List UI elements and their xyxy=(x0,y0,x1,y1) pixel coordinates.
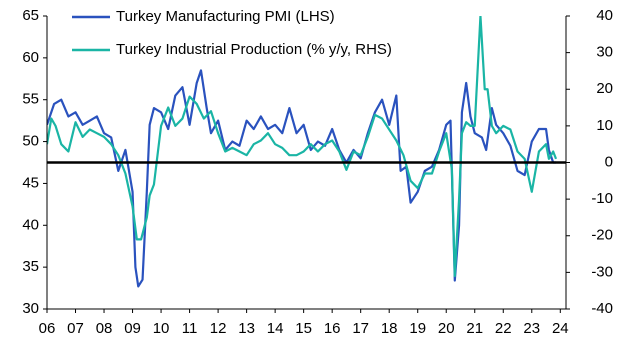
x-tick-label: 12 xyxy=(210,320,227,337)
x-tick-label: 09 xyxy=(124,320,141,337)
x-tick-label: 23 xyxy=(523,320,540,337)
y2-tick-label: 20 xyxy=(596,80,613,97)
y-tick-label: 55 xyxy=(22,91,39,108)
x-tick-label: 13 xyxy=(238,320,255,337)
x-tick-label: 24 xyxy=(552,320,569,337)
y-tick-label: 65 xyxy=(22,7,39,24)
x-tick-label: 06 xyxy=(39,320,56,337)
x-tick-label: 11 xyxy=(182,320,198,337)
y2-tick-label: 30 xyxy=(596,44,613,61)
x-tick-label: 19 xyxy=(409,320,426,337)
x-tick-label: 10 xyxy=(153,320,170,337)
series-line xyxy=(47,16,558,278)
y-tick-label: 45 xyxy=(22,174,39,191)
y-tick-label: 40 xyxy=(22,216,39,233)
y2-tick-label: 40 xyxy=(596,7,613,24)
y2-tick-label: -10 xyxy=(591,190,613,207)
y-tick-label: 50 xyxy=(22,133,39,150)
x-tick-label: 14 xyxy=(267,320,284,337)
x-tick-label: 22 xyxy=(495,320,512,337)
x-tick-label: 21 xyxy=(466,320,483,337)
y2-tick-label: -40 xyxy=(591,300,613,317)
y-tick-label: 30 xyxy=(22,300,39,317)
y-tick-label: 35 xyxy=(22,258,39,275)
series-line xyxy=(47,69,557,288)
x-tick-label: 17 xyxy=(352,320,369,337)
y2-tick-label: 10 xyxy=(596,117,613,134)
x-tick-label: 18 xyxy=(381,320,398,337)
x-tick-label: 08 xyxy=(96,320,113,337)
y2-tick-label: 0 xyxy=(605,153,613,170)
y2-tick-label: -20 xyxy=(591,227,613,244)
legend-label: Turkey Manufacturing PMI (LHS) xyxy=(116,8,335,25)
x-tick-label: 07 xyxy=(67,320,84,337)
x-tick-label: 15 xyxy=(295,320,312,337)
y-tick-label: 60 xyxy=(22,49,39,66)
x-tick-label: 16 xyxy=(324,320,341,337)
y2-tick-label: -30 xyxy=(591,263,613,280)
legend-label: Turkey Industrial Production (% y/y, RHS… xyxy=(116,41,392,58)
x-tick-label: 20 xyxy=(438,320,455,337)
